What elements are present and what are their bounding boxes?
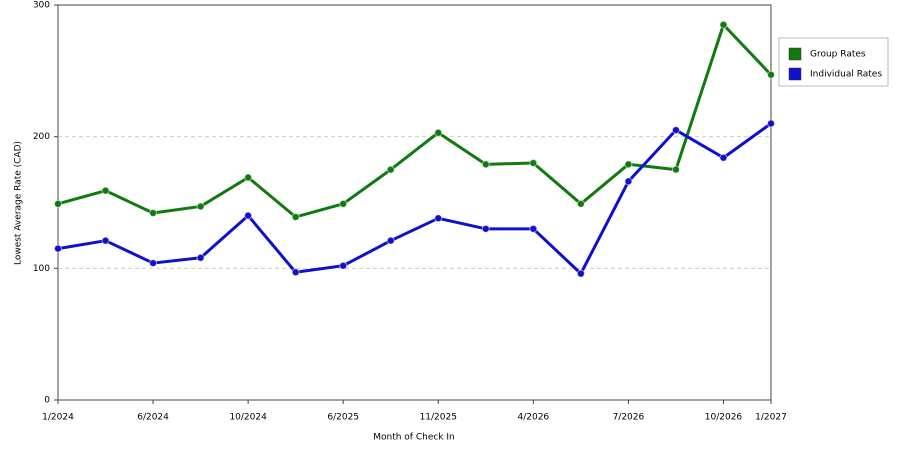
y-tick-label: 100: [33, 264, 50, 274]
x-tick-label: 6/2025: [327, 413, 359, 423]
data-point: [101, 186, 110, 195]
x-tick-label: 10/2026: [705, 413, 743, 423]
data-point: [386, 236, 395, 245]
y-tick-label: 200: [33, 132, 50, 142]
data-point: [149, 209, 158, 218]
legend-label: Individual Rates: [810, 70, 882, 80]
data-point: [54, 244, 62, 253]
data-point: [291, 268, 300, 277]
data-point: [244, 211, 253, 220]
data-point: [624, 177, 633, 186]
data-point: [196, 202, 205, 211]
legend-swatch: [788, 67, 802, 81]
x-tick-label: 4/2026: [517, 413, 549, 423]
data-point: [719, 153, 728, 162]
data-point: [196, 253, 205, 262]
data-point: [529, 224, 538, 233]
data-point: [386, 165, 395, 174]
data-point: [54, 199, 62, 208]
plot-frame: [57, 4, 772, 401]
data-point: [481, 160, 490, 169]
data-point: [767, 70, 775, 79]
y-tick-label: 300: [33, 1, 50, 11]
x-axis-label: Month of Check In: [373, 433, 455, 443]
data-point: [434, 128, 443, 137]
data-point: [624, 160, 633, 169]
data-point: [101, 236, 110, 245]
series-line: [57, 23, 773, 219]
data-point: [767, 119, 775, 128]
data-point: [149, 259, 158, 268]
x-tick-label: 1/2024: [42, 413, 74, 423]
data-point: [481, 224, 490, 233]
data-point: [291, 212, 300, 221]
series-line: [57, 122, 772, 276]
data-point: [434, 214, 443, 223]
data-point: [576, 199, 585, 208]
data-point: [339, 199, 348, 208]
x-tick-label: 1/2027: [755, 413, 787, 423]
data-point: [576, 269, 585, 278]
x-tick-label: 7/2026: [613, 413, 645, 423]
data-point: [244, 173, 253, 182]
data-point: [529, 159, 538, 167]
x-tick-label: 6/2024: [137, 413, 169, 423]
data-point: [671, 165, 680, 174]
y-axis-label: Lowest Average Rate (CAD): [14, 141, 24, 265]
data-point: [719, 20, 728, 29]
legend-swatch: [788, 47, 802, 61]
x-tick-label: 11/2025: [420, 413, 457, 423]
data-point: [339, 261, 348, 270]
legend-label: Group Rates: [810, 50, 866, 60]
y-tick-label: 0: [44, 396, 50, 406]
data-point: [671, 126, 680, 135]
x-tick-label: 10/2024: [229, 413, 267, 423]
